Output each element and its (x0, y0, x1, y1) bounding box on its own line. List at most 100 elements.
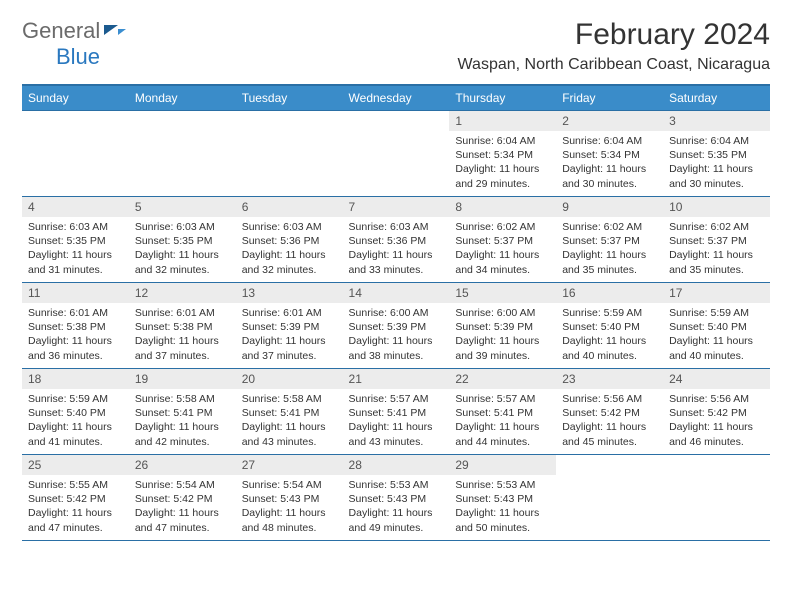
day-details: Sunrise: 6:03 AMSunset: 5:35 PMDaylight:… (129, 217, 236, 280)
sunset-line: Sunset: 5:40 PM (28, 406, 123, 420)
day-number: 2 (556, 111, 663, 131)
calendar-week-row: 25Sunrise: 5:55 AMSunset: 5:42 PMDayligh… (22, 455, 770, 541)
sunrise-line: Sunrise: 5:54 AM (135, 478, 230, 492)
calendar-day-cell: 4Sunrise: 6:03 AMSunset: 5:35 PMDaylight… (22, 197, 129, 283)
weekday-header: Saturday (663, 85, 770, 111)
calendar-day-cell: 1Sunrise: 6:04 AMSunset: 5:34 PMDaylight… (449, 111, 556, 197)
calendar-week-row: 11Sunrise: 6:01 AMSunset: 5:38 PMDayligh… (22, 283, 770, 369)
daylight-line: Daylight: 11 hours and 38 minutes. (349, 334, 444, 362)
day-number: 3 (663, 111, 770, 131)
daylight-line: Daylight: 11 hours and 43 minutes. (242, 420, 337, 448)
sunset-line: Sunset: 5:43 PM (455, 492, 550, 506)
calendar-day-cell: 10Sunrise: 6:02 AMSunset: 5:37 PMDayligh… (663, 197, 770, 283)
sunrise-line: Sunrise: 5:59 AM (28, 392, 123, 406)
sunset-line: Sunset: 5:35 PM (135, 234, 230, 248)
day-number: 21 (343, 369, 450, 389)
day-details: Sunrise: 5:59 AMSunset: 5:40 PMDaylight:… (22, 389, 129, 452)
day-details: Sunrise: 6:03 AMSunset: 5:35 PMDaylight:… (22, 217, 129, 280)
weekday-header: Sunday (22, 85, 129, 111)
calendar-day-cell: 11Sunrise: 6:01 AMSunset: 5:38 PMDayligh… (22, 283, 129, 369)
sunset-line: Sunset: 5:38 PM (28, 320, 123, 334)
calendar-header-row: SundayMondayTuesdayWednesdayThursdayFrid… (22, 85, 770, 111)
day-details: Sunrise: 6:01 AMSunset: 5:38 PMDaylight:… (22, 303, 129, 366)
sunset-line: Sunset: 5:42 PM (28, 492, 123, 506)
sunset-line: Sunset: 5:40 PM (562, 320, 657, 334)
sunset-line: Sunset: 5:39 PM (455, 320, 550, 334)
sunrise-line: Sunrise: 6:03 AM (28, 220, 123, 234)
sunset-line: Sunset: 5:42 PM (562, 406, 657, 420)
sunrise-line: Sunrise: 6:03 AM (135, 220, 230, 234)
calendar-day-cell: 7Sunrise: 6:03 AMSunset: 5:36 PMDaylight… (343, 197, 450, 283)
day-details: Sunrise: 6:02 AMSunset: 5:37 PMDaylight:… (449, 217, 556, 280)
calendar-day-cell: 6Sunrise: 6:03 AMSunset: 5:36 PMDaylight… (236, 197, 343, 283)
sunrise-line: Sunrise: 6:03 AM (349, 220, 444, 234)
sunrise-line: Sunrise: 5:58 AM (242, 392, 337, 406)
location-text: Waspan, North Caribbean Coast, Nicaragua (458, 56, 770, 74)
calendar-day-cell: 20Sunrise: 5:58 AMSunset: 5:41 PMDayligh… (236, 369, 343, 455)
day-number: 26 (129, 455, 236, 475)
daylight-line: Daylight: 11 hours and 49 minutes. (349, 506, 444, 534)
calendar-day-cell: 9Sunrise: 6:02 AMSunset: 5:37 PMDaylight… (556, 197, 663, 283)
daylight-line: Daylight: 11 hours and 46 minutes. (669, 420, 764, 448)
day-number: 22 (449, 369, 556, 389)
weekday-header: Monday (129, 85, 236, 111)
daylight-line: Daylight: 11 hours and 34 minutes. (455, 248, 550, 276)
daylight-line: Daylight: 11 hours and 50 minutes. (455, 506, 550, 534)
daylight-line: Daylight: 11 hours and 47 minutes. (28, 506, 123, 534)
day-number: 24 (663, 369, 770, 389)
calendar-day-cell (236, 111, 343, 197)
daylight-line: Daylight: 11 hours and 37 minutes. (242, 334, 337, 362)
logo-triangle-icon (104, 25, 118, 35)
calendar-week-row: 4Sunrise: 6:03 AMSunset: 5:35 PMDaylight… (22, 197, 770, 283)
sunset-line: Sunset: 5:43 PM (242, 492, 337, 506)
daylight-line: Daylight: 11 hours and 40 minutes. (562, 334, 657, 362)
sunset-line: Sunset: 5:37 PM (562, 234, 657, 248)
day-details: Sunrise: 5:59 AMSunset: 5:40 PMDaylight:… (556, 303, 663, 366)
calendar-week-row: 1Sunrise: 6:04 AMSunset: 5:34 PMDaylight… (22, 111, 770, 197)
sunrise-line: Sunrise: 5:54 AM (242, 478, 337, 492)
sunrise-line: Sunrise: 5:57 AM (455, 392, 550, 406)
day-number: 12 (129, 283, 236, 303)
day-details: Sunrise: 5:54 AMSunset: 5:43 PMDaylight:… (236, 475, 343, 538)
sunset-line: Sunset: 5:36 PM (242, 234, 337, 248)
calendar-day-cell: 22Sunrise: 5:57 AMSunset: 5:41 PMDayligh… (449, 369, 556, 455)
day-number: 20 (236, 369, 343, 389)
sunset-line: Sunset: 5:42 PM (135, 492, 230, 506)
weekday-header: Thursday (449, 85, 556, 111)
weekday-header: Tuesday (236, 85, 343, 111)
calendar-day-cell: 25Sunrise: 5:55 AMSunset: 5:42 PMDayligh… (22, 455, 129, 541)
day-number: 6 (236, 197, 343, 217)
day-details: Sunrise: 6:04 AMSunset: 5:34 PMDaylight:… (449, 131, 556, 194)
logo-text-blue: Blue (56, 44, 100, 70)
daylight-line: Daylight: 11 hours and 37 minutes. (135, 334, 230, 362)
day-details: Sunrise: 6:00 AMSunset: 5:39 PMDaylight:… (449, 303, 556, 366)
day-details: Sunrise: 5:57 AMSunset: 5:41 PMDaylight:… (343, 389, 450, 452)
sunrise-line: Sunrise: 5:53 AM (349, 478, 444, 492)
sunrise-line: Sunrise: 5:56 AM (669, 392, 764, 406)
calendar-week-row: 18Sunrise: 5:59 AMSunset: 5:40 PMDayligh… (22, 369, 770, 455)
calendar-day-cell: 19Sunrise: 5:58 AMSunset: 5:41 PMDayligh… (129, 369, 236, 455)
day-number: 28 (343, 455, 450, 475)
day-number: 1 (449, 111, 556, 131)
daylight-line: Daylight: 11 hours and 44 minutes. (455, 420, 550, 448)
logo: General (22, 18, 128, 44)
day-number: 29 (449, 455, 556, 475)
daylight-line: Daylight: 11 hours and 40 minutes. (669, 334, 764, 362)
sunset-line: Sunset: 5:41 PM (349, 406, 444, 420)
day-details: Sunrise: 5:58 AMSunset: 5:41 PMDaylight:… (129, 389, 236, 452)
day-number: 9 (556, 197, 663, 217)
calendar-day-cell (343, 111, 450, 197)
sunset-line: Sunset: 5:41 PM (135, 406, 230, 420)
sunrise-line: Sunrise: 6:04 AM (562, 134, 657, 148)
calendar-day-cell: 14Sunrise: 6:00 AMSunset: 5:39 PMDayligh… (343, 283, 450, 369)
calendar-day-cell: 13Sunrise: 6:01 AMSunset: 5:39 PMDayligh… (236, 283, 343, 369)
calendar-day-cell (663, 455, 770, 541)
daylight-line: Daylight: 11 hours and 42 minutes. (135, 420, 230, 448)
sunrise-line: Sunrise: 5:56 AM (562, 392, 657, 406)
weekday-header: Friday (556, 85, 663, 111)
sunrise-line: Sunrise: 6:04 AM (669, 134, 764, 148)
calendar-day-cell: 26Sunrise: 5:54 AMSunset: 5:42 PMDayligh… (129, 455, 236, 541)
day-details: Sunrise: 5:58 AMSunset: 5:41 PMDaylight:… (236, 389, 343, 452)
sunset-line: Sunset: 5:43 PM (349, 492, 444, 506)
calendar-day-cell: 3Sunrise: 6:04 AMSunset: 5:35 PMDaylight… (663, 111, 770, 197)
